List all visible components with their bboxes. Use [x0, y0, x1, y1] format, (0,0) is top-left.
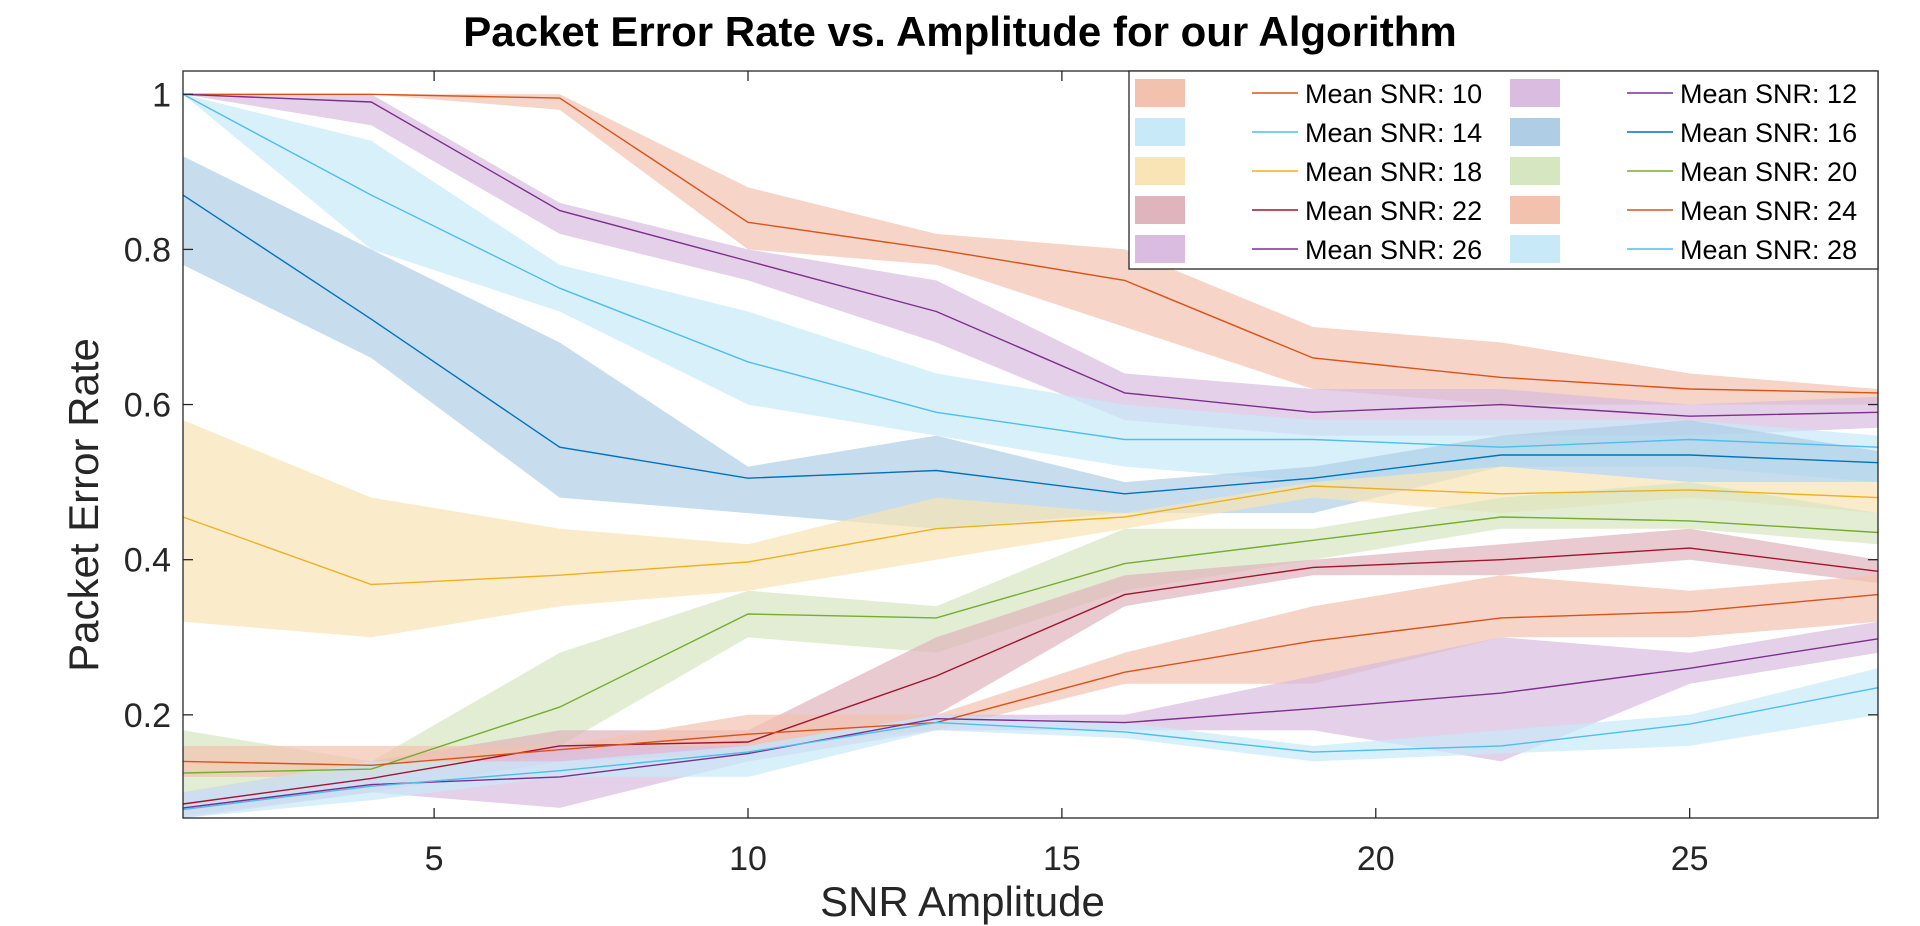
y-tick-label: 0.2	[124, 697, 171, 735]
x-tick-label: 5	[425, 840, 444, 878]
line-mean-snr-10	[183, 93, 1879, 394]
legend-label-mean-snr-14: Mean SNR: 14	[1305, 118, 1482, 148]
band-mean-snr-20	[183, 482, 1878, 793]
line-mean-snr-14	[182, 93, 1879, 448]
legend-swatch-mean-snr-20	[1510, 157, 1560, 185]
legend-swatch-mean-snr-14	[1135, 118, 1185, 146]
legend-swatch-mean-snr-26	[1135, 235, 1185, 263]
x-tick-label: 25	[1671, 840, 1709, 878]
legend-label-mean-snr-28: Mean SNR: 28	[1680, 235, 1857, 265]
legend-label-mean-snr-24: Mean SNR: 24	[1680, 196, 1857, 226]
legend-label-mean-snr-10: Mean SNR: 10	[1305, 79, 1482, 109]
band-mean-snr-24	[183, 575, 1878, 777]
x-tick-label: 15	[1043, 840, 1081, 878]
line-mean-snr-20	[182, 516, 1879, 774]
line-mean-snr-24	[182, 593, 1879, 767]
chart-title: Packet Error Rate vs. Amplitude for our …	[463, 8, 1457, 55]
y-tick-label: 1	[152, 76, 171, 114]
line-mean-snr-16	[182, 194, 1879, 495]
line-mean-snr-12	[182, 93, 1879, 417]
legend-swatch-mean-snr-24	[1510, 196, 1560, 224]
plot-box	[182, 70, 1879, 819]
line-mean-snr-22	[182, 547, 1879, 805]
line-mean-snr-18	[182, 485, 1879, 586]
legend-label-mean-snr-18: Mean SNR: 18	[1305, 157, 1482, 187]
x-tick-label: 10	[729, 840, 767, 878]
legend-label-mean-snr-22: Mean SNR: 22	[1305, 196, 1482, 226]
legend-swatch-mean-snr-18	[1135, 157, 1185, 185]
band-mean-snr-28	[183, 668, 1878, 818]
band-mean-snr-10	[183, 94, 1878, 405]
legend-swatch-mean-snr-10	[1135, 79, 1185, 107]
legend: Mean SNR: 10 Mean SNR: 12 Mean SNR: 14 Mean…	[1128, 70, 1879, 270]
line-mean-snr-28	[182, 687, 1879, 811]
legend-swatch-mean-snr-12	[1510, 79, 1560, 107]
mean-lines	[182, 93, 1879, 811]
y-tick-label: 0.6	[124, 387, 171, 425]
confidence-bands	[183, 94, 1878, 818]
axis-ticks: 5 10 15 20 25 0.2 0.4 0.6 0.8 1	[124, 71, 1878, 878]
band-mean-snr-12	[183, 94, 1878, 436]
legend-swatch-mean-snr-22	[1135, 196, 1185, 224]
legend-label-mean-snr-26: Mean SNR: 26	[1305, 235, 1482, 265]
x-axis-label: SNR Amplitude	[820, 878, 1105, 925]
band-mean-snr-16	[183, 156, 1878, 529]
legend-label-mean-snr-20: Mean SNR: 20	[1680, 157, 1857, 187]
y-tick-label: 0.4	[124, 542, 171, 580]
legend-swatch-mean-snr-16	[1510, 118, 1560, 146]
legend-label-mean-snr-16: Mean SNR: 16	[1680, 118, 1857, 148]
legend-label-mean-snr-12: Mean SNR: 12	[1680, 79, 1857, 109]
band-mean-snr-18	[183, 420, 1878, 638]
line-mean-snr-26	[182, 638, 1879, 809]
y-tick-label: 0.8	[124, 231, 171, 269]
legend-box	[1128, 70, 1879, 270]
legend-swatch-mean-snr-28	[1510, 235, 1560, 263]
x-tick-label: 20	[1357, 840, 1395, 878]
